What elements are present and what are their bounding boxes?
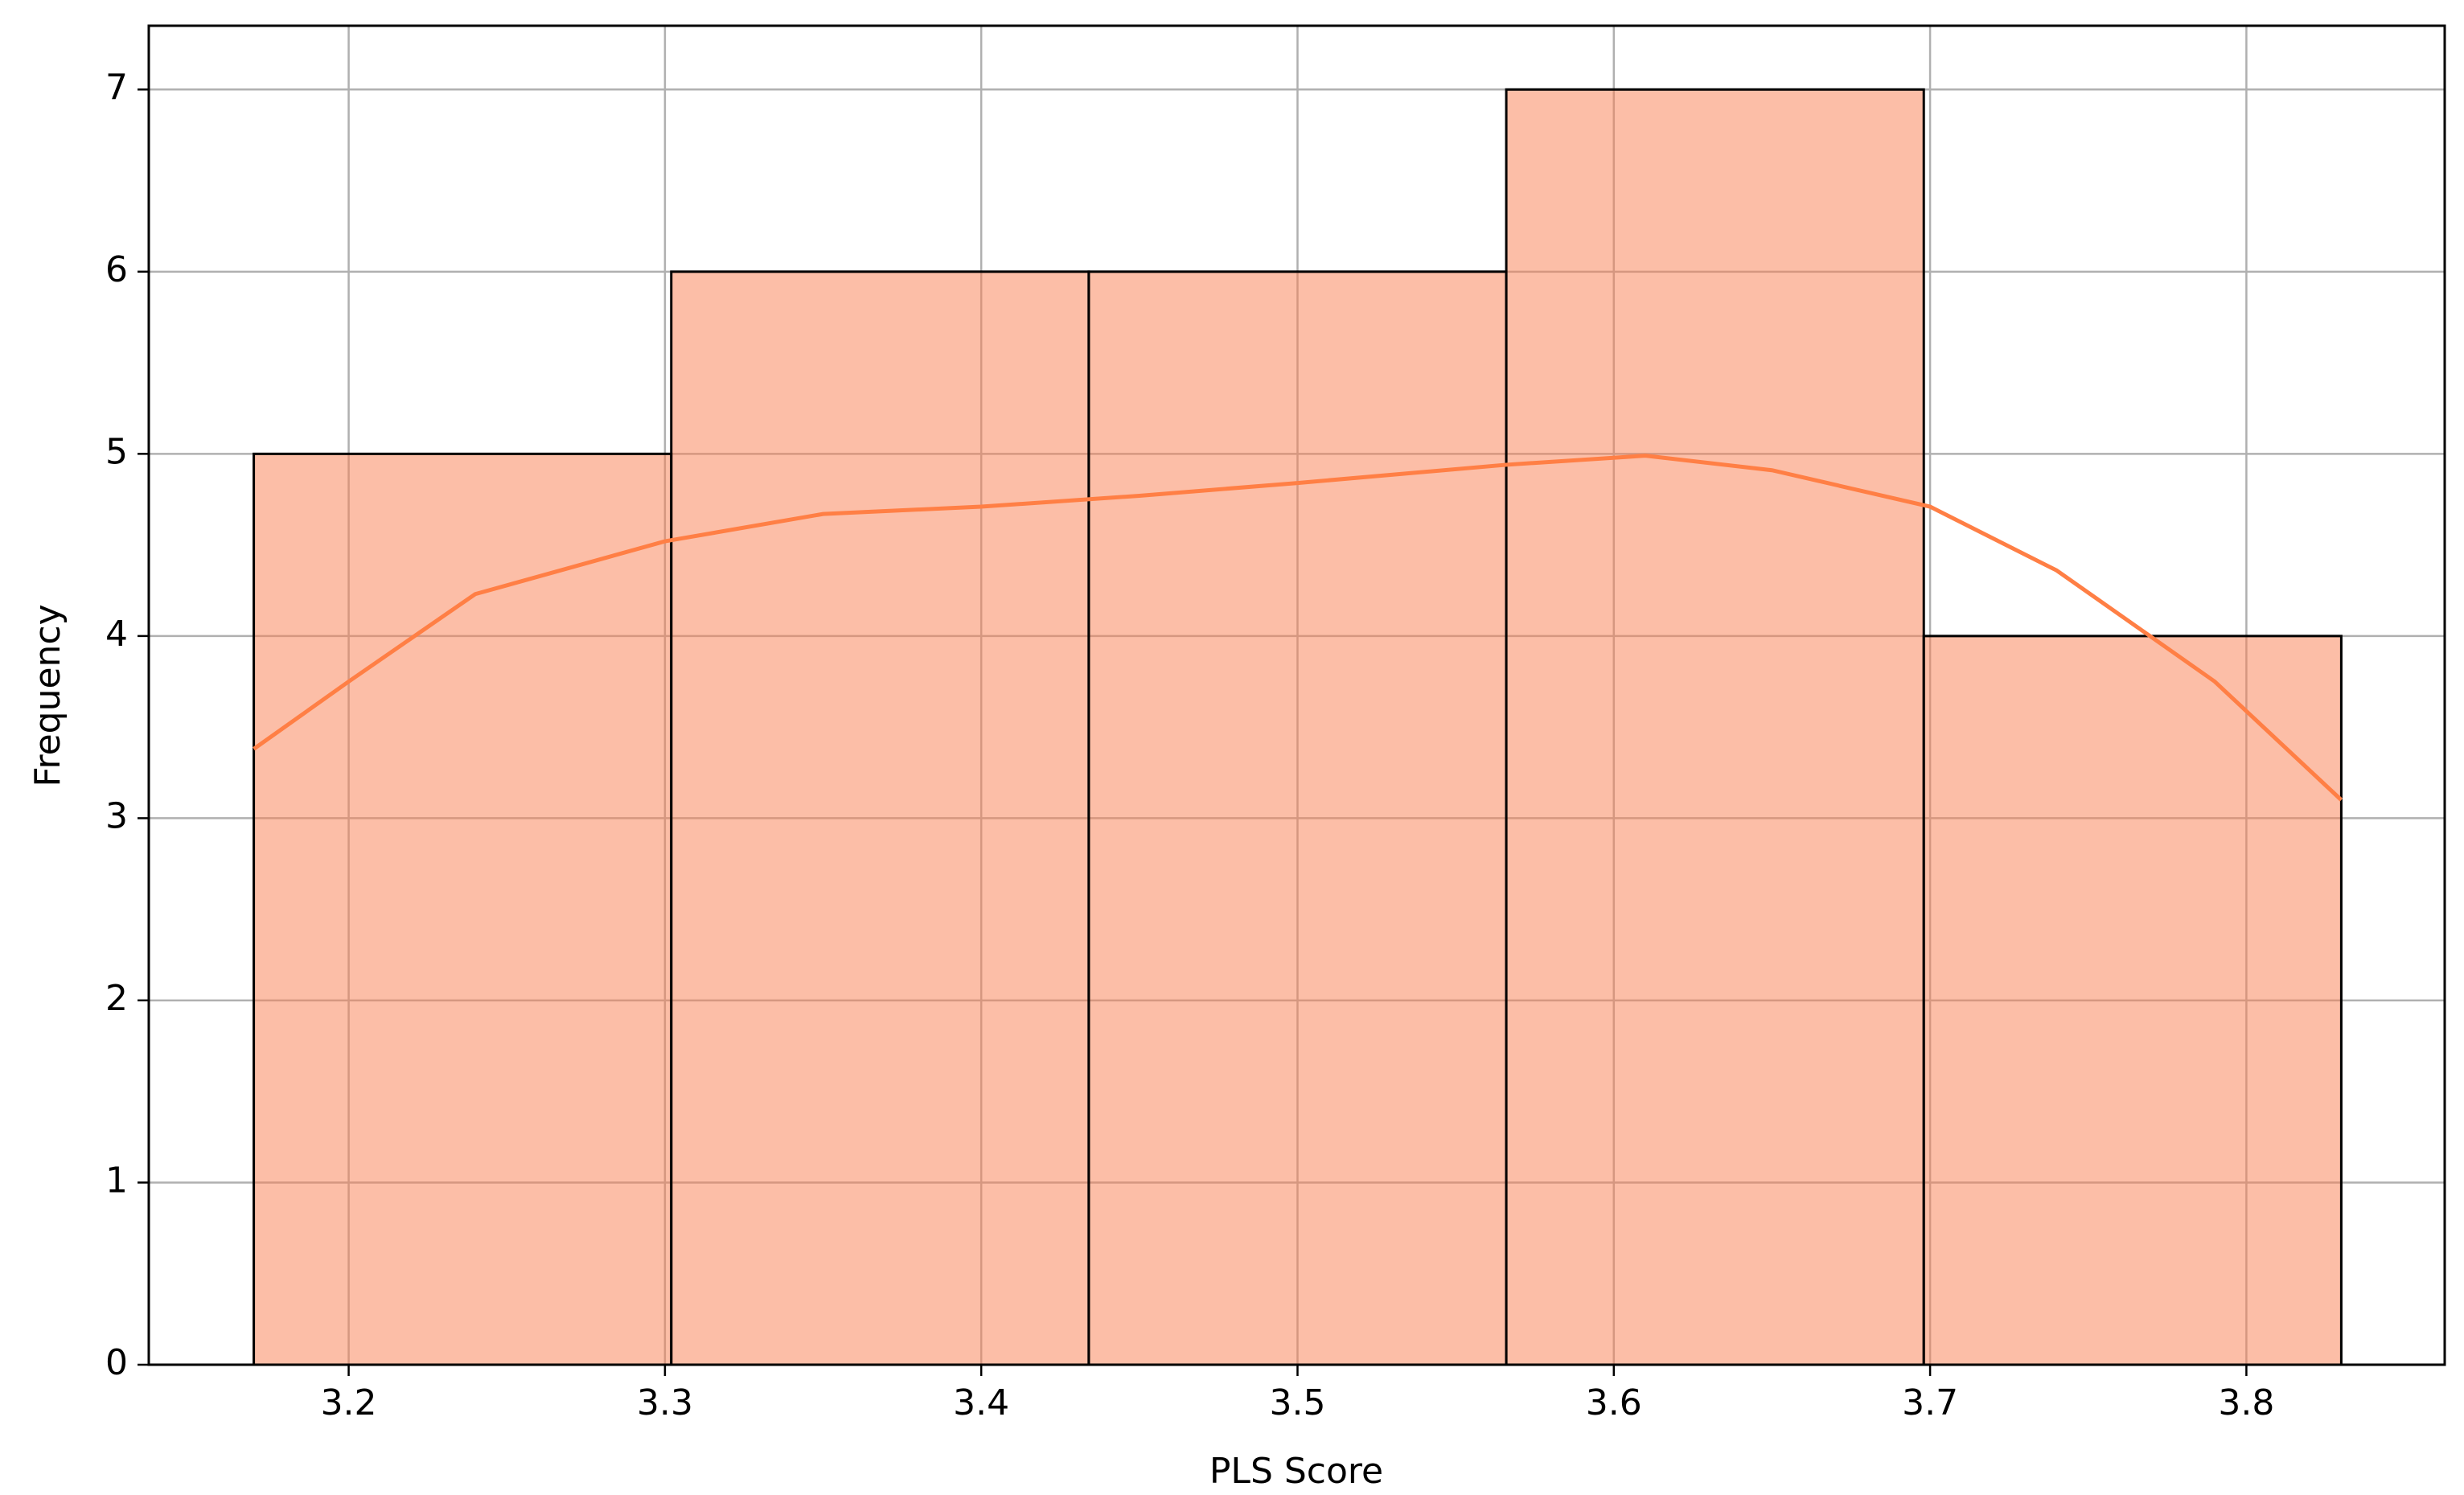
y-tick-label: 3 (105, 795, 128, 836)
bar (1922, 635, 2343, 1366)
y-tick-label: 1 (105, 1160, 128, 1201)
bar (670, 270, 1090, 1366)
kde-line (253, 454, 2343, 802)
y-axis-label: Frequency (27, 604, 68, 787)
x-tick-label: 3.7 (1902, 1382, 1958, 1423)
plot-frame (147, 24, 2446, 1366)
x-tick-label: 3.2 (321, 1382, 377, 1423)
y-tick-label: 4 (105, 614, 128, 655)
x-tick-label: 3.6 (1586, 1382, 1642, 1423)
x-tick-label: 3.8 (2218, 1382, 2274, 1423)
y-tick-label: 0 (105, 1342, 128, 1383)
x-tick-label: 3.4 (953, 1382, 1009, 1423)
y-tick-label: 7 (105, 67, 128, 108)
y-tick-label: 5 (105, 431, 128, 472)
bar (1087, 270, 1508, 1366)
x-tick-label: 3.3 (637, 1382, 693, 1423)
x-tick-label: 3.5 (1269, 1382, 1325, 1423)
bar (1505, 88, 1925, 1366)
y-tick-label: 2 (105, 978, 128, 1019)
x-axis-label: PLS Score (1209, 1451, 1383, 1492)
y-tick-label: 6 (105, 249, 128, 290)
bar (253, 452, 673, 1366)
